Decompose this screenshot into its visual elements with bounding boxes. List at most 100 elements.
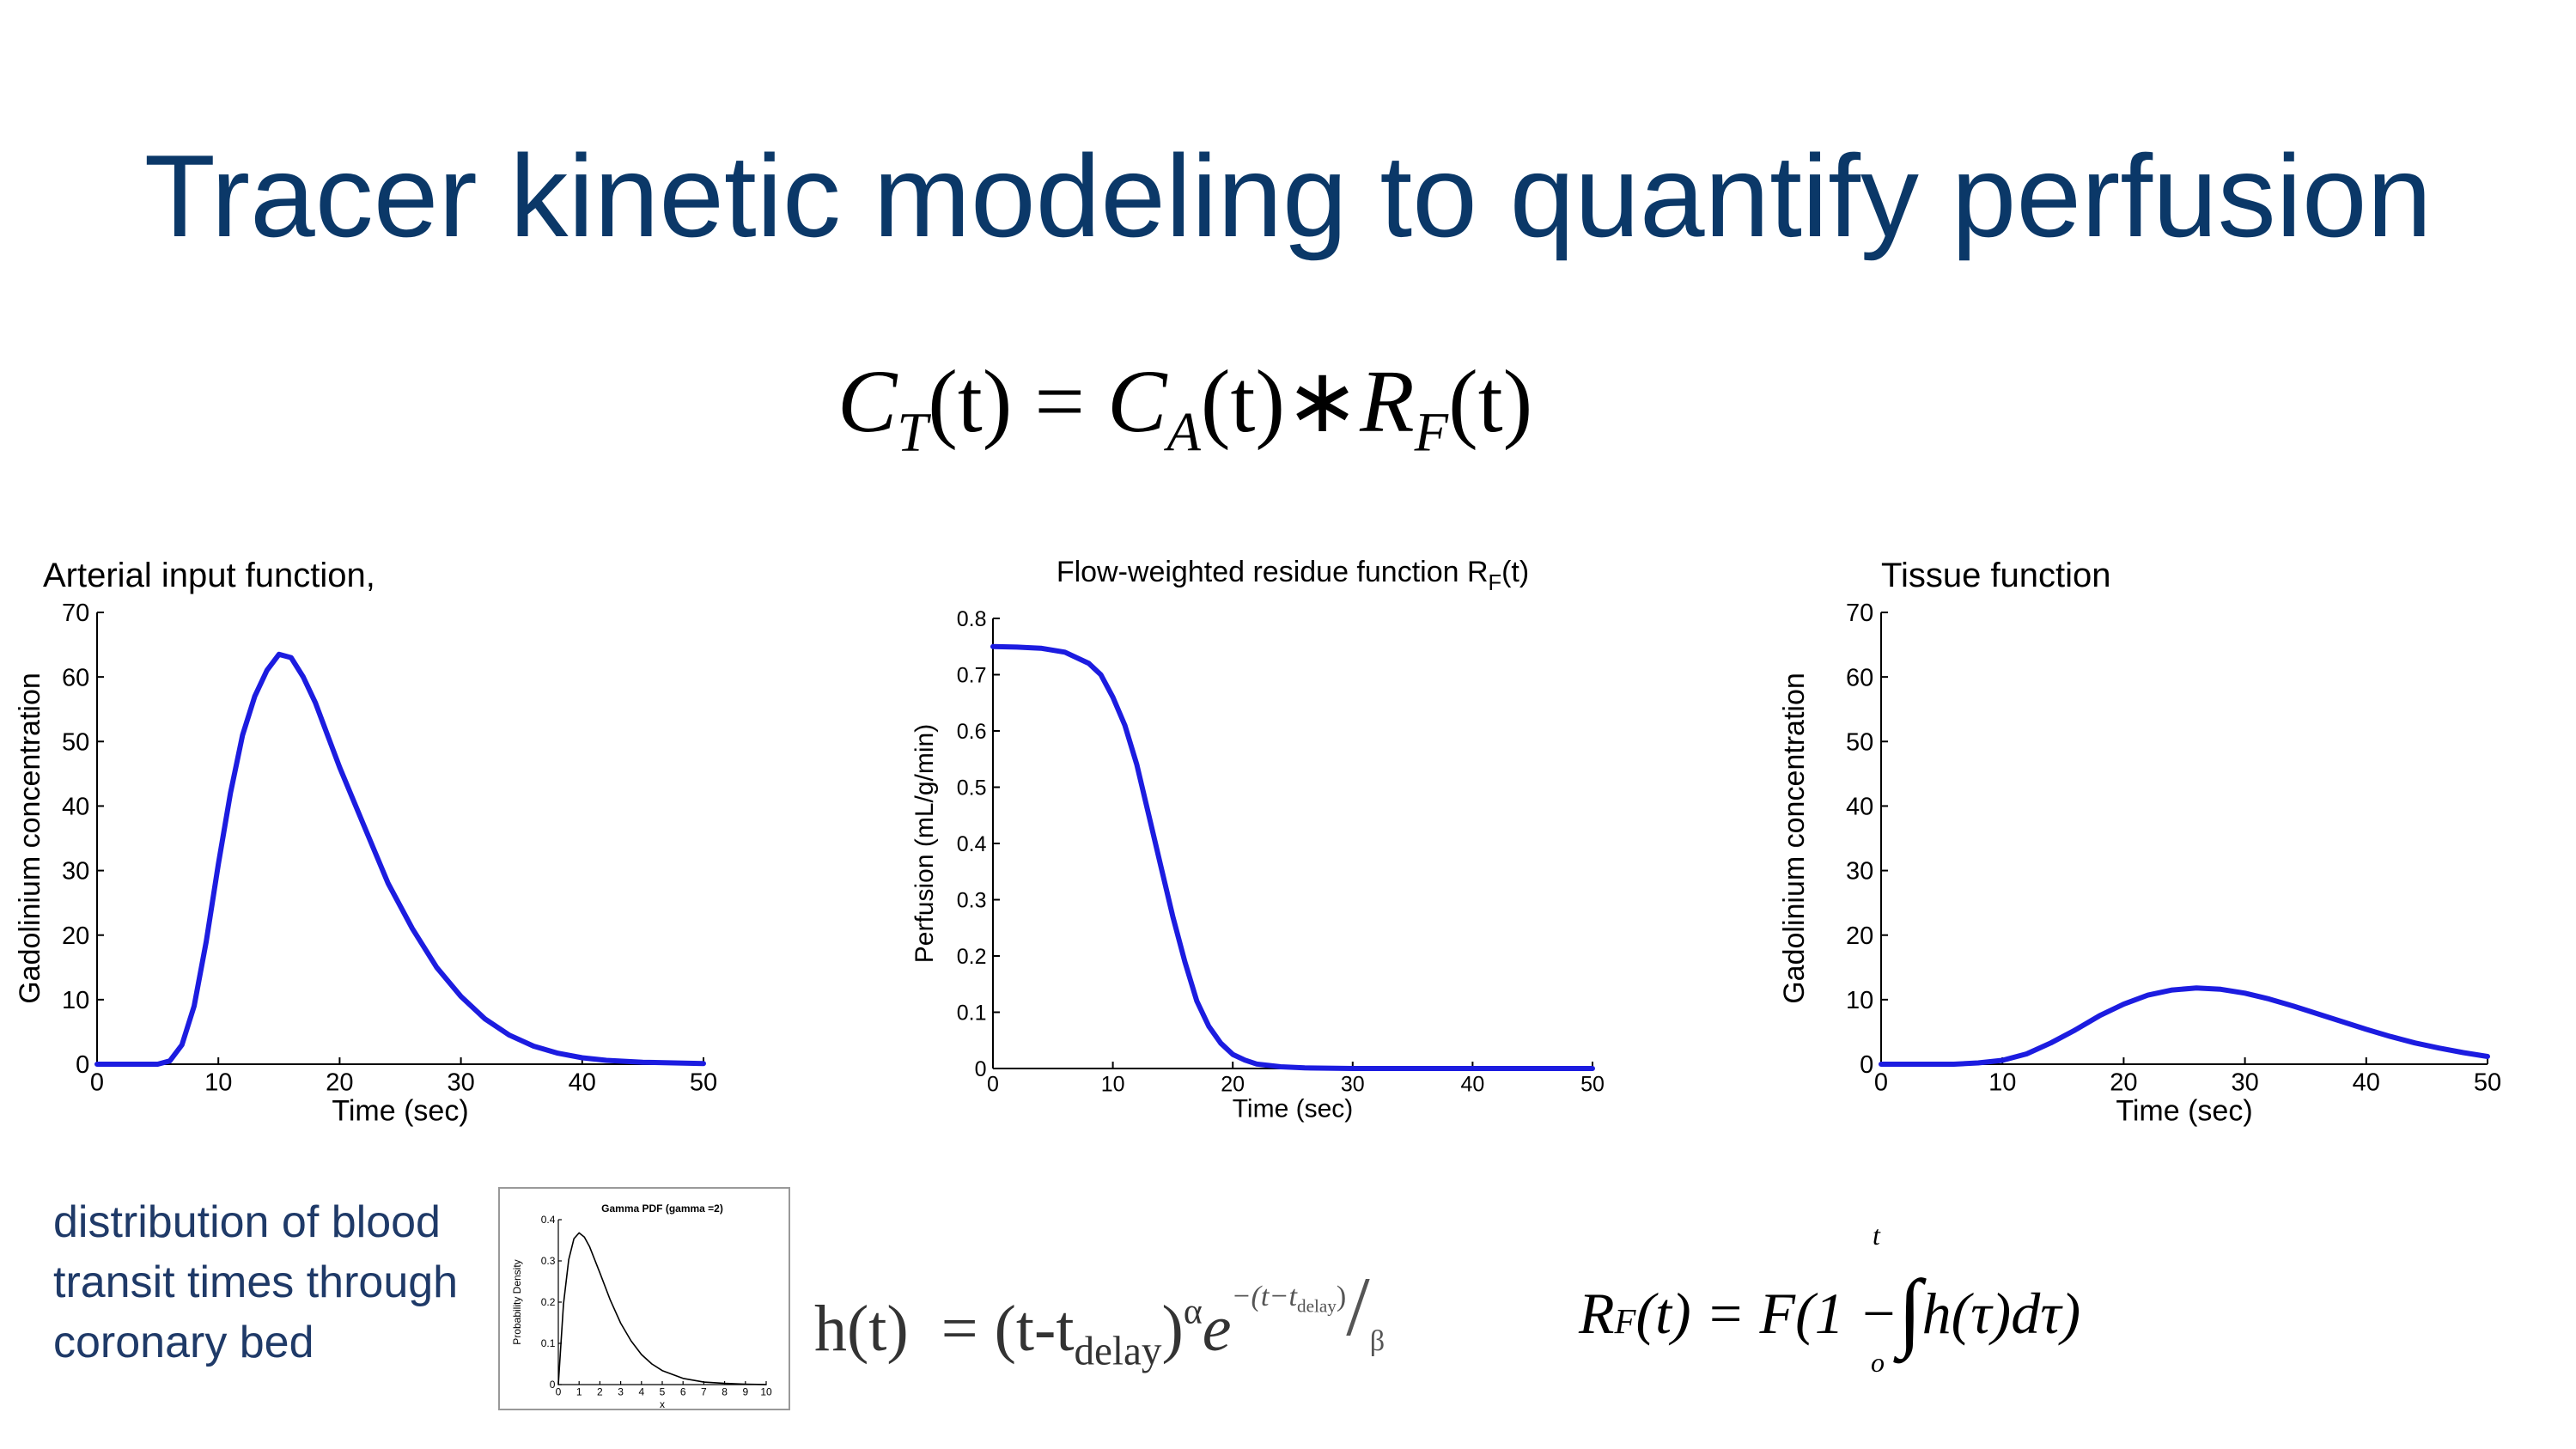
y-tick-label: 0.3 [541, 1255, 556, 1267]
x-tick-label: 0 [90, 1068, 104, 1096]
y-tick-label: 20 [1846, 922, 1873, 950]
eq-ca-arg: (t) [1200, 352, 1285, 451]
series-line [990, 643, 1595, 1071]
x-tick-label: 20 [1221, 1072, 1245, 1096]
x-tick-label: 7 [701, 1386, 707, 1398]
ht-exp-body: −(t−t [1231, 1281, 1297, 1313]
y-tick-label: 0.6 [957, 720, 987, 744]
chart-title-sub: F [1489, 571, 1502, 595]
x-tick-label: 0 [1874, 1068, 1888, 1096]
integral-lower-limit: o [1871, 1347, 1885, 1378]
y-tick-label: 0.4 [541, 1214, 556, 1226]
inset-frame [498, 1187, 790, 1410]
ht-delay-sub: delay [1074, 1329, 1162, 1374]
ht-close: ) [1161, 1292, 1184, 1365]
y-tick-label: 0.4 [957, 832, 987, 856]
integral-upper-limit: t [1873, 1220, 1880, 1251]
x-tick-label: 6 [680, 1386, 686, 1398]
y-tick-label: 10 [1846, 987, 1873, 1014]
description-line-3: coronary bed [53, 1318, 314, 1367]
ht-equals: = [941, 1292, 978, 1365]
eq-ca-sub: A [1166, 401, 1201, 463]
x-tick-label: 40 [569, 1068, 596, 1096]
y-axis-label: Probability Density [511, 1259, 523, 1344]
x-tick-label: 10 [1101, 1072, 1125, 1096]
x-tick-label: 0 [987, 1072, 999, 1096]
x-tick-label: 0 [556, 1386, 562, 1398]
y-tick-label: 0.1 [957, 1001, 987, 1025]
integral-sign: ∫ [1897, 1263, 1922, 1361]
description-text: distribution of blood transit times thro… [53, 1192, 517, 1373]
x-tick-label: 50 [690, 1068, 717, 1096]
plot-area [97, 612, 703, 1064]
rf-body-2: h(τ)dτ) [1921, 1281, 2081, 1346]
y-tick-label: 0 [550, 1379, 556, 1391]
y-tick-label: 0 [1860, 1051, 1873, 1079]
eq-rf-arg: (t) [1448, 352, 1533, 451]
x-tick-label: 50 [1580, 1072, 1605, 1096]
ht-alpha: α [1183, 1292, 1203, 1332]
y-tick-label: 0.1 [541, 1337, 556, 1349]
x-tick-label: 40 [2353, 1068, 2380, 1096]
eq-ct-sub: T [897, 401, 929, 463]
ht-exp-sub: delay [1296, 1295, 1337, 1317]
x-tick-label: 30 [2231, 1068, 2258, 1096]
y-tick-label: 70 [1846, 600, 1873, 627]
x-tick-label: 50 [2474, 1068, 2501, 1096]
x-axis-label: Time (sec) [2116, 1094, 2252, 1127]
y-tick-label: 50 [62, 728, 89, 756]
y-tick-label: 40 [1846, 794, 1873, 821]
convolution-equation: CT(t) = CA(t)∗RF(t) [837, 348, 1532, 465]
eq-ca-symbol: C [1107, 352, 1167, 451]
eq-convolution-op: ∗ [1285, 352, 1361, 451]
eq-rf-sub: F [1414, 401, 1449, 463]
y-tick-label: 0 [76, 1051, 89, 1079]
x-tick-label: 30 [1341, 1072, 1365, 1096]
x-tick-label: 10 [1988, 1068, 2016, 1096]
y-tick-label: 0.2 [541, 1296, 556, 1308]
eq-equals: = [1034, 352, 1086, 451]
description-line-1: distribution of blood [53, 1197, 441, 1247]
x-tick-label: 9 [742, 1386, 748, 1398]
y-tick-label: 70 [62, 600, 89, 627]
x-tick-label: 40 [1460, 1072, 1484, 1096]
series-line [1879, 985, 2490, 1067]
eq-ct-symbol: C [837, 352, 898, 451]
series-line [557, 1232, 767, 1385]
ht-slash: / [1346, 1260, 1370, 1354]
residue-function-chart: 0 10 20 30 40 50 0 0.1 0.2 0.3 0.4 0.5 0.6 0.7 0.8 Time… [910, 556, 1605, 1123]
rf-lhs-sub: F [1614, 1302, 1636, 1341]
ht-exponent: −(t−tdelay) [1231, 1281, 1346, 1316]
chart-title: Tissue function [1881, 557, 2111, 594]
x-tick-label: 10 [760, 1386, 772, 1398]
x-tick-label: 8 [722, 1386, 728, 1398]
y-axis-label: Gadolinium concentration [14, 673, 46, 1004]
x-tick-label: 4 [638, 1386, 644, 1398]
y-tick-label: 10 [62, 987, 89, 1014]
slide-title: Tracer kinetic modeling to quantify perf… [143, 131, 2433, 261]
y-axis-label: Gadolinium concentration [1778, 673, 1811, 1004]
y-tick-label: 50 [1846, 728, 1873, 756]
eq-ct-arg: (t) [928, 352, 1013, 451]
y-tick-label: 0.5 [957, 776, 987, 800]
y-tick-label: 20 [62, 922, 89, 950]
x-tick-label: 20 [326, 1068, 353, 1096]
transit-time-equation: h(t) = (t-tdelay)αe−(t−tdelay)/β [814, 1258, 1385, 1374]
ht-e: e [1202, 1292, 1232, 1365]
y-tick-label: 0 [975, 1057, 987, 1081]
plot-area [993, 618, 1592, 1068]
y-tick-label: 30 [62, 858, 89, 886]
x-tick-label: 5 [660, 1386, 666, 1398]
x-tick-label: 10 [204, 1068, 232, 1096]
series-line [94, 651, 706, 1067]
y-tick-label: 0.3 [957, 888, 987, 912]
y-tick-label: 0.7 [957, 663, 987, 687]
plot-area [1881, 612, 2488, 1064]
y-tick-label: 0.2 [957, 945, 987, 969]
x-axis-label: Time (sec) [332, 1094, 468, 1127]
chart-title-tail: (t) [1501, 556, 1529, 588]
ht-beta: β [1369, 1324, 1385, 1357]
tissue-function-chart: 0 10 20 30 40 50 0 10 20 30 40 50 60 70 Time (sec) Gado… [1778, 557, 2501, 1127]
y-tick-label: 40 [62, 794, 89, 821]
x-tick-label: 3 [618, 1386, 624, 1398]
